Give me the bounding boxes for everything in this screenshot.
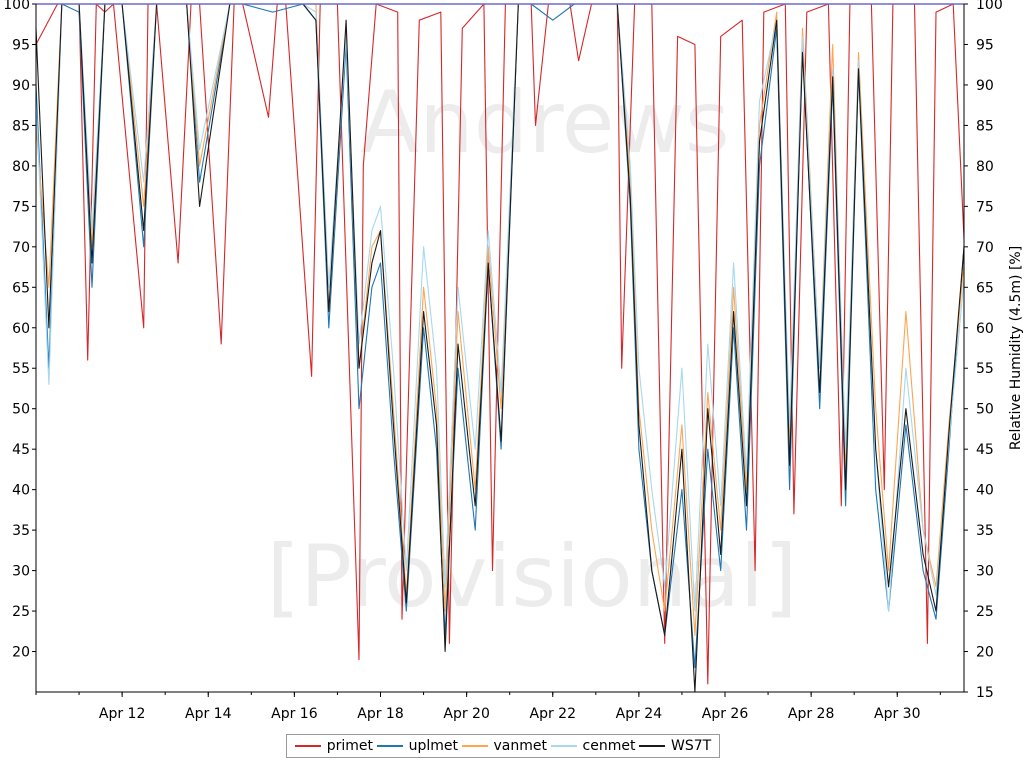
- left-tick-label: 55: [12, 361, 30, 377]
- legend-label: primet: [326, 738, 374, 754]
- right-axis-title: Relative Humidity (4.5m) [%]: [1008, 246, 1024, 450]
- x-tick-label: Apr 20: [443, 706, 489, 722]
- legend-label: cenmet: [582, 738, 636, 754]
- x-tick-label: Apr 24: [616, 706, 663, 722]
- right-tick-label: 60: [976, 321, 994, 337]
- right-tick-label: 25: [976, 604, 994, 620]
- right-tick-label: 20: [976, 645, 994, 661]
- legend-item-uplmet[interactable]: uplmet: [376, 738, 458, 754]
- legend-label: vanmet: [493, 738, 547, 754]
- left-tick-label: 70: [12, 240, 30, 256]
- x-tick-label: Apr 12: [99, 706, 145, 722]
- axes: [35, 3, 965, 693]
- legend-item-ws7t[interactable]: WS7T: [638, 738, 712, 754]
- right-tick-label: 30: [976, 564, 994, 580]
- right-tick-label: 35: [976, 523, 994, 539]
- x-tick-label: Apr 30: [874, 706, 920, 722]
- right-tick-label: 95: [976, 37, 994, 53]
- right-tick-label: 15: [976, 685, 994, 701]
- left-tick-label: 80: [12, 159, 30, 175]
- legend-label: uplmet: [408, 738, 458, 754]
- legend-swatch: [550, 745, 577, 747]
- legend: primet uplmet vanmet cenmet WS7T: [286, 734, 720, 758]
- legend-item-vanmet[interactable]: vanmet: [461, 738, 547, 754]
- left-tick-label: 50: [12, 402, 30, 418]
- x-axis-ticks: Apr 12 Apr 14 Apr 16 Apr 18 Apr 20 Apr 22 Apr …: [35, 692, 941, 722]
- x-tick-label: Apr 28: [788, 706, 834, 722]
- x-tick-label: Apr 18: [357, 706, 403, 722]
- right-tick-label: 70: [976, 240, 994, 256]
- legend-item-cenmet[interactable]: cenmet: [550, 738, 636, 754]
- left-tick-label: 40: [12, 483, 30, 499]
- right-tick-label: 90: [976, 78, 994, 94]
- left-tick-label: 60: [12, 321, 30, 337]
- left-tick-label: 35: [12, 523, 30, 539]
- right-tick-label: 65: [976, 280, 994, 296]
- x-tick-label: Apr 22: [530, 706, 576, 722]
- right-tick-label: 45: [976, 442, 994, 458]
- x-tick-label: Apr 26: [702, 706, 749, 722]
- left-tick-label: 90: [12, 78, 30, 94]
- right-tick-label: 50: [976, 402, 994, 418]
- left-tick-label: 100: [3, 0, 30, 13]
- right-axis-ticks: 15 20 25 30 35 40 45 50 55 60 65 70 75 80 85 90 95 100: [964, 0, 1003, 701]
- left-tick-label: 20: [12, 645, 30, 661]
- left-tick-label: 85: [12, 118, 30, 134]
- legend-item-primet[interactable]: primet: [294, 738, 374, 754]
- legend-swatch: [638, 745, 665, 747]
- right-tick-label: 100: [976, 0, 1003, 13]
- legend-swatch: [294, 745, 321, 747]
- right-tick-label: 85: [976, 118, 994, 134]
- left-tick-label: 30: [12, 564, 30, 580]
- x-tick-label: Apr 16: [271, 706, 318, 722]
- left-tick-label: 25: [12, 604, 30, 620]
- legend-label: WS7T: [670, 738, 712, 754]
- legend-swatch: [376, 745, 403, 747]
- right-tick-label: 40: [976, 483, 994, 499]
- left-tick-label: 75: [12, 199, 30, 215]
- left-tick-label: 95: [12, 37, 30, 53]
- right-tick-label: 55: [976, 361, 994, 377]
- left-axis-ticks: 20 25 30 35 40 45 50 55 60 65 70 75 80 85 90 95 100: [3, 0, 36, 661]
- legend-swatch: [461, 745, 488, 747]
- right-tick-label: 75: [976, 199, 994, 215]
- right-tick-label: 80: [976, 159, 994, 175]
- x-tick-label: Apr 14: [185, 706, 232, 722]
- watermark-andrews: Andrews: [360, 73, 729, 173]
- left-tick-label: 65: [12, 280, 30, 296]
- left-tick-label: 45: [12, 442, 30, 458]
